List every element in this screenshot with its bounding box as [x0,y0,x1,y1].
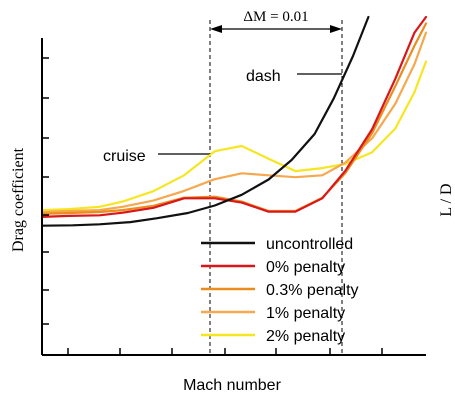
series-line-uncontrolled [42,15,370,227]
delta-m-arrowhead-left [210,25,222,33]
legend-label-0-penalty: 0% penalty [266,259,345,276]
series-layer [42,15,428,227]
series-line-2-penalty [42,60,428,212]
x-axis-label: Mach number [183,377,281,394]
legend: uncontrolled 0% penalty 0.3% penalty 1% pen… [201,236,359,345]
x-axis-ticks [67,348,383,355]
legend-label-uncontrolled: uncontrolled [266,236,353,253]
series-line-0-penalty [42,15,428,218]
dash-label: dash [246,68,281,85]
legend-label-1-penalty: 1% penalty [266,305,345,322]
legend-label-2-penalty: 2% penalty [266,328,345,345]
y-axis-label-right: L / D [438,183,455,216]
cruise-label: cruise [103,148,146,165]
y-axis-label-left: Drag coefficient [10,147,27,252]
series-line-0-3-penalty [42,22,428,215]
delta-m-arrowhead-right [330,25,342,33]
axes: Mach number Drag coefficient L / D [10,38,455,394]
y-axis-ticks [42,57,49,325]
delta-m-label: ΔM = 0.01 [243,9,308,25]
series-line-1-penalty [42,31,428,214]
legend-label-0-3-penalty: 0.3% penalty [266,282,359,299]
annotations: ΔM = 0.01 dash cruise [103,9,343,355]
